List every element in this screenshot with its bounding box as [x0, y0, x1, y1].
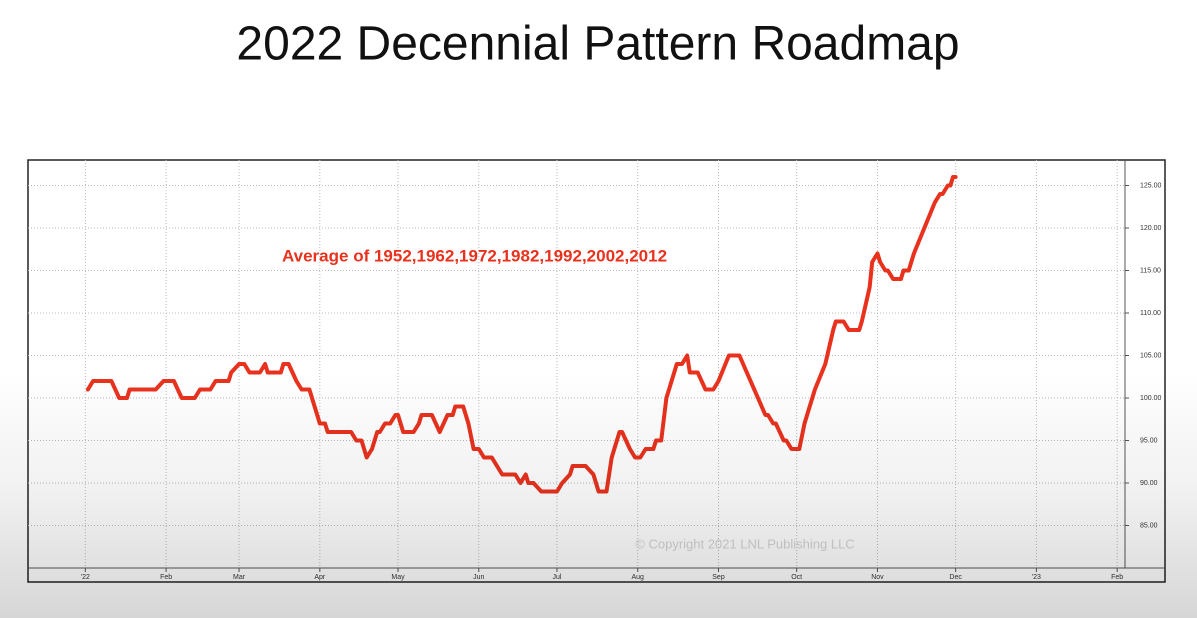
x-tick-label: Jun: [473, 574, 484, 581]
x-tick-label: Nov: [871, 574, 884, 581]
chart-title: 2022 Decennial Pattern Roadmap: [236, 18, 959, 71]
chart-frame: [27, 159, 1166, 583]
y-tick-label: 120.00: [1140, 225, 1162, 232]
y-tick-label: 90.00: [1140, 480, 1158, 487]
x-tick-label: Mar: [233, 574, 246, 581]
y-tick-label: 125.00: [1140, 182, 1162, 189]
x-tick-label: Jul: [552, 574, 561, 581]
y-tick-label: 100.00: [1140, 395, 1162, 402]
y-tick-label: 105.00: [1140, 352, 1162, 359]
x-tick-label: Apr: [314, 574, 326, 581]
y-tick-label: 110.00: [1140, 310, 1161, 317]
x-tick-label: '23: [1032, 574, 1041, 581]
x-tick-label: Aug: [631, 574, 644, 581]
x-tick-label: Oct: [791, 574, 802, 581]
watermark: © Copyright 2021 LNL Publishing LLC: [635, 536, 854, 551]
y-tick-label: 95.00: [1140, 437, 1158, 444]
x-tick-label: May: [391, 574, 405, 581]
x-tick-label: Dec: [949, 574, 962, 581]
x-tick-label: Feb: [1111, 574, 1123, 581]
x-tick-label: Sep: [712, 574, 725, 581]
y-tick-label: 115.00: [1140, 267, 1161, 274]
y-tick-label: 85.00: [1140, 522, 1158, 529]
x-tick-label: '22: [81, 574, 90, 581]
annotation: Average of 1952,1962,1972,1982,1992,2002…: [282, 246, 667, 265]
x-tick-label: Feb: [160, 574, 172, 581]
data-line: [85, 175, 958, 494]
